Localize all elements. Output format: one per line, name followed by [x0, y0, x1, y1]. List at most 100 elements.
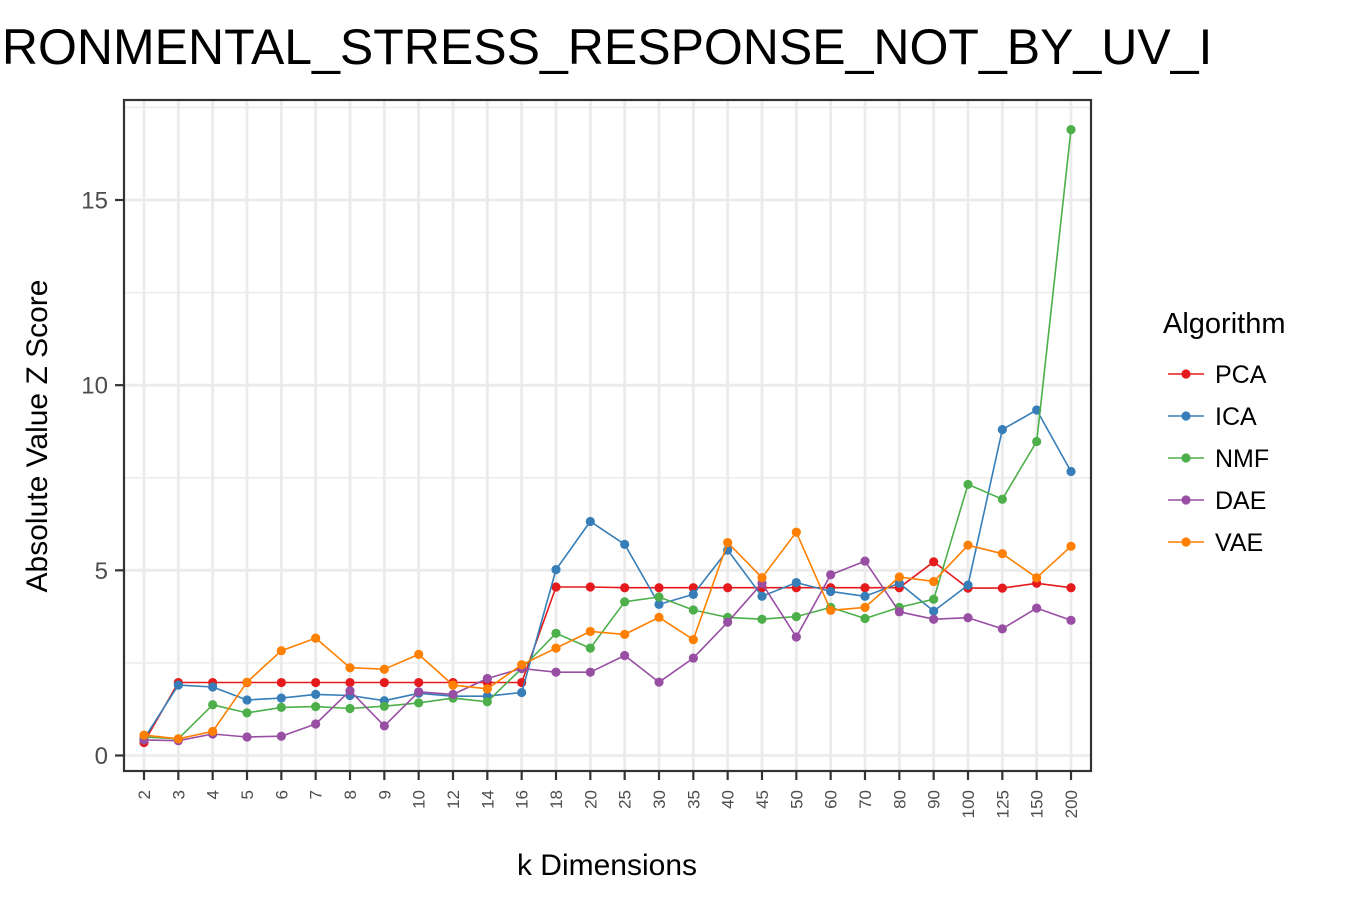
- legend-item-pca: PCA: [1168, 361, 1267, 389]
- x-tick-label: 4: [204, 790, 223, 799]
- data-point-ica: [620, 539, 630, 550]
- data-point-vae: [791, 527, 801, 537]
- y-tick-label: 10: [81, 373, 108, 400]
- legend-item-ica: ICA: [1168, 403, 1257, 431]
- data-point-vae: [345, 663, 355, 673]
- plot-panel: [122, 98, 1093, 773]
- data-point-nmf: [1032, 436, 1042, 447]
- data-point-dae: [1032, 603, 1042, 613]
- x-tick-label: 2: [135, 790, 154, 799]
- data-point-dae: [860, 556, 870, 566]
- data-point-nmf: [345, 703, 355, 714]
- data-point-pca: [997, 583, 1007, 593]
- data-point-ica: [173, 680, 183, 690]
- data-point-ica: [1066, 466, 1076, 477]
- x-axis-title: k Dimensions: [517, 849, 697, 882]
- x-tick-label: 80: [890, 790, 909, 809]
- data-point-vae: [448, 680, 458, 690]
- series-line-dae: [143, 560, 1072, 742]
- data-point-nmf: [757, 614, 767, 624]
- data-point-dae: [379, 721, 389, 731]
- data-point-ica: [997, 425, 1007, 435]
- major-gridlines: [124, 100, 1091, 771]
- legend-item-dae: DAE: [1168, 487, 1266, 515]
- minor-gridlines: [124, 106, 1091, 664]
- series-vae: [139, 527, 1076, 744]
- data-point-pca: [620, 583, 630, 593]
- data-point-dae: [688, 653, 698, 663]
- data-point-pca: [585, 582, 595, 592]
- data-point-pca: [551, 582, 561, 592]
- data-point-nmf: [276, 702, 286, 712]
- data-point-vae: [929, 576, 939, 587]
- x-tick-label: 90: [925, 790, 944, 809]
- data-point-nmf: [997, 494, 1007, 504]
- data-point-nmf: [311, 702, 321, 712]
- data-point-dae: [482, 673, 492, 684]
- data-point-nmf: [585, 643, 595, 653]
- data-point-vae: [826, 605, 836, 615]
- legend-label: ICA: [1215, 403, 1257, 431]
- x-tick-label: 45: [753, 790, 772, 809]
- data-point-pca: [929, 557, 939, 567]
- data-point-dae: [276, 731, 286, 741]
- data-point-ica: [860, 591, 870, 601]
- x-tick-label: 16: [513, 790, 532, 809]
- x-tick-label: 70: [856, 790, 875, 809]
- chart-title: IRONMENTAL_STRESS_RESPONSE_NOT_BY_UV_I: [0, 19, 1212, 75]
- x-tick-label: 35: [684, 790, 703, 809]
- data-point-dae: [1066, 615, 1076, 625]
- data-point-vae: [517, 660, 527, 670]
- legend-item-nmf: NMF: [1168, 445, 1269, 473]
- data-point-nmf: [242, 708, 252, 718]
- legend-key-point: [1181, 369, 1191, 379]
- data-point-ica: [791, 577, 801, 588]
- data-point-vae: [654, 612, 664, 622]
- series-line-vae: [143, 531, 1072, 740]
- data-point-vae: [997, 549, 1007, 559]
- legend: Algorithm PCA ICA NMF DAE VAE: [1163, 308, 1286, 557]
- data-point-dae: [585, 667, 595, 677]
- data-point-vae: [963, 540, 973, 550]
- data-point-nmf: [654, 592, 664, 602]
- legend-key-point: [1181, 495, 1191, 505]
- x-tick-label: 60: [822, 790, 841, 809]
- data-point-pca: [654, 583, 664, 593]
- data-point-vae: [173, 734, 183, 744]
- x-tick-label: 50: [787, 790, 806, 809]
- data-point-vae: [688, 634, 698, 645]
- y-axis: 0 5 10 15: [81, 188, 124, 770]
- data-point-ica: [963, 580, 973, 590]
- data-point-dae: [791, 632, 801, 642]
- data-point-vae: [757, 573, 767, 583]
- plot-background: [124, 100, 1091, 771]
- data-point-dae: [414, 687, 424, 697]
- data-point-nmf: [620, 597, 630, 607]
- data-point-pca: [688, 583, 698, 593]
- legend-key-point: [1181, 453, 1191, 463]
- x-tick-label: 150: [1028, 790, 1047, 818]
- data-point-ica: [517, 687, 527, 698]
- data-point-dae: [242, 732, 252, 742]
- series-line-ica: [143, 409, 1072, 740]
- plot-border: [122, 98, 1093, 773]
- x-tick-label: 25: [616, 790, 635, 809]
- data-point-vae: [1066, 541, 1076, 551]
- x-tick-label: 40: [719, 790, 738, 809]
- data-point-ica: [585, 516, 595, 527]
- data-point-vae: [139, 730, 149, 740]
- data-point-nmf: [688, 605, 698, 615]
- legend-item-vae: VAE: [1168, 529, 1263, 557]
- data-point-ica: [654, 599, 664, 610]
- x-tick-label: 14: [478, 790, 497, 809]
- legend-label: NMF: [1215, 445, 1269, 473]
- data-point-nmf: [551, 628, 561, 638]
- x-tick-label: 100: [959, 790, 978, 818]
- data-point-nmf: [963, 479, 973, 490]
- data-point-dae: [345, 686, 355, 696]
- x-tick-label: 7: [307, 790, 326, 799]
- data-point-vae: [860, 602, 870, 612]
- data-point-dae: [654, 677, 664, 687]
- data-point-nmf: [791, 612, 801, 622]
